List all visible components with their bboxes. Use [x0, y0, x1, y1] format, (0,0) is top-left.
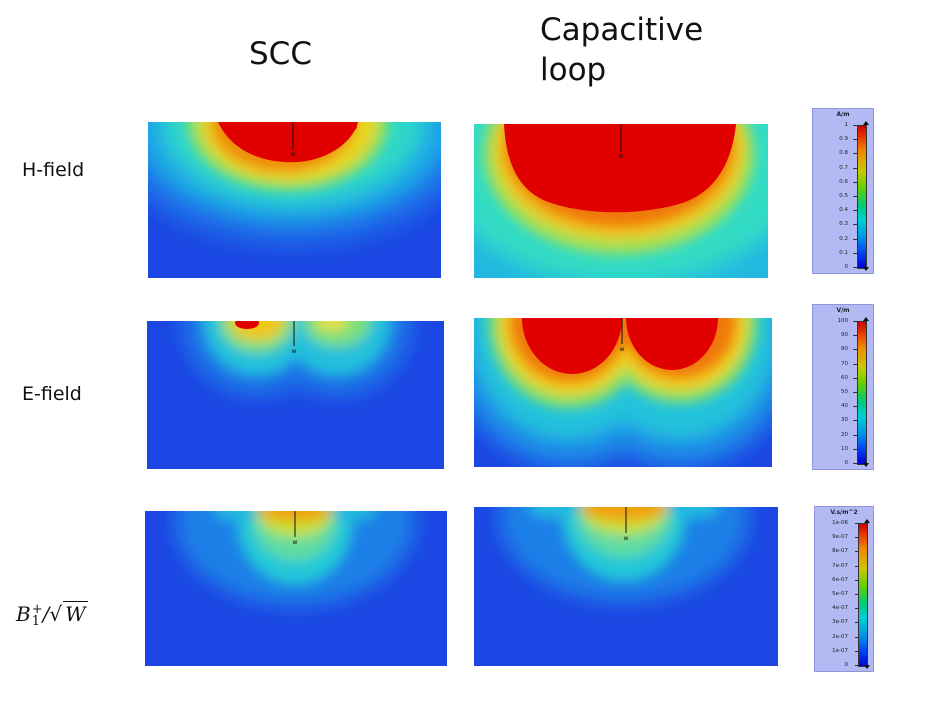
colorbar-gradient	[858, 523, 868, 667]
field-map-b1-scc: w	[145, 511, 447, 666]
formula-base: B	[16, 602, 31, 626]
colorbar-tick-mark	[853, 420, 857, 422]
colorbar-tick-mark	[855, 537, 859, 539]
colorbar-tick-label: 0.5	[839, 193, 848, 199]
probe-label: w	[293, 539, 298, 546]
formula-sup: +	[31, 601, 43, 617]
colorbar-tick-mark	[855, 551, 859, 553]
colorbar-tick-label: 0.2	[839, 235, 848, 242]
colorbar-tick-mark	[853, 335, 857, 337]
colorbar-tick-label: 0	[844, 460, 849, 466]
colorbar-tick-mark	[855, 594, 859, 595]
colorbar-tick-mark	[855, 565, 859, 567]
colorbar-tick-mark	[853, 153, 857, 155]
formula-slash: /	[42, 602, 50, 626]
colorbar-tick-label: 0	[844, 264, 849, 270]
field-map-h-scc: w	[148, 122, 441, 278]
colorbar-tick-mark	[853, 363, 857, 365]
field-map-b1-capacitive-loop: w	[474, 507, 778, 666]
colorbar-tick-mark	[853, 463, 857, 464]
colorbar-tick-mark	[855, 523, 859, 524]
formula-sub: 1	[31, 613, 40, 629]
colorbar-tick-label: 0.3	[839, 221, 848, 228]
colorbar-tick-label: 7e-07	[832, 562, 848, 569]
probe-label: w	[292, 348, 297, 355]
row-label-h-field: H-field	[22, 159, 85, 181]
colorbar-tick-label: 90	[841, 332, 848, 339]
colorbar-tick-label: 2e-07	[832, 633, 848, 640]
colorbar-e-field: V/m 100 90 80 70 60 50 40 30 20 10 0	[812, 304, 874, 470]
field-map-e-capacitive-loop: w	[474, 318, 772, 467]
colorbar-tick-label: 20	[841, 431, 848, 438]
column-title-scc: SCC	[249, 36, 312, 72]
colorbar-gradient	[857, 321, 867, 465]
colorbar-tick-mark	[855, 622, 859, 624]
colorbar-unit: A/m	[836, 111, 850, 118]
field-map-h-capacitive-loop: w	[474, 124, 768, 278]
colorbar-tick-mark	[853, 238, 857, 240]
colorbar-tick-label: 9e-07	[832, 534, 848, 541]
colorbar-tick-mark	[855, 665, 859, 666]
formula-sqrt-arg: W	[63, 601, 88, 626]
colorbar-tick-label: 70	[841, 360, 848, 367]
colorbar-tick-mark	[853, 252, 857, 254]
colorbar-tick-mark	[855, 650, 859, 652]
colorbar-tick-label: 60	[841, 374, 848, 381]
probe-label: w	[291, 151, 296, 158]
colorbar-tick-mark	[853, 377, 857, 379]
colorbar-tick-mark	[853, 210, 857, 212]
colorbar-tick-label: 50	[841, 389, 848, 395]
colorbar-tick-label: 1	[844, 122, 849, 128]
colorbar-b1: V.s/m^2 1e-06 9e-07 8e-07 7e-07 6e-07 5e-07 4e…	[814, 506, 874, 672]
row-label-b1-plus-per-sqrt-w: B+ 1/√ W	[16, 601, 88, 629]
colorbar-tick-mark	[853, 406, 857, 408]
colorbar-tick-mark	[853, 139, 857, 141]
colorbar-tick-mark	[853, 167, 857, 169]
colorbar-tick-mark	[855, 579, 859, 581]
colorbar-tick-label: 0.6	[839, 178, 848, 185]
colorbar-gradient	[857, 125, 867, 269]
colorbar-tick-label: 0.4	[839, 207, 848, 214]
colorbar-tick-label: 1e-07	[832, 647, 848, 654]
colorbar-tick-mark	[853, 321, 857, 322]
colorbar-unit: V/m	[836, 307, 850, 314]
colorbar-tick-mark	[853, 448, 857, 450]
colorbar-tick-label: 40	[841, 403, 848, 410]
colorbar-tick-label: 0.8	[839, 150, 848, 157]
colorbar-tick-label: 100	[837, 318, 849, 324]
colorbar-tick-label: 5e-07	[832, 591, 848, 597]
colorbar-tick-mark	[855, 636, 859, 638]
colorbar-tick-mark	[853, 181, 857, 183]
colorbar-tick-label: 4e-07	[832, 605, 848, 612]
colorbar-tick-mark	[853, 434, 857, 436]
colorbar-tick-mark	[853, 267, 857, 268]
probe-label: w	[620, 346, 625, 353]
probe-label: w	[619, 153, 624, 160]
colorbar-tick-label: 0.7	[839, 164, 848, 171]
colorbar-tick-mark	[853, 125, 857, 126]
colorbar-tick-mark	[853, 224, 857, 226]
colorbar-tick-label: 30	[841, 417, 848, 424]
colorbar-tick-label: 6e-07	[832, 576, 848, 583]
colorbar-tick-mark	[853, 196, 857, 197]
colorbar-tick-label: 3e-07	[832, 619, 848, 626]
colorbar-tick-label: 0	[844, 662, 849, 668]
colorbar-tick-label: 80	[841, 346, 848, 353]
colorbar-h-field: A/m 1 0.9 0.8 0.7 0.6 0.5 0.4 0.3 0.2 0.1 0	[812, 108, 874, 274]
colorbar-tick-mark	[853, 349, 857, 351]
colorbar-tick-mark	[855, 608, 859, 610]
row-label-e-field: E-field	[22, 383, 82, 405]
colorbar-tick-label: 0.1	[839, 249, 848, 256]
probe-label: w	[624, 535, 629, 542]
colorbar-tick-label: 0.9	[839, 136, 848, 143]
colorbar-tick-label: 1e-06	[832, 520, 848, 526]
colorbar-tick-label: 8e-07	[832, 548, 848, 555]
colorbar-unit: V.s/m^2	[830, 509, 858, 516]
field-map-e-scc: w	[147, 321, 444, 469]
column-title-capacitive-loop: Capacitive loop	[540, 12, 704, 88]
colorbar-tick-label: 10	[841, 445, 848, 452]
colorbar-tick-mark	[853, 392, 857, 393]
